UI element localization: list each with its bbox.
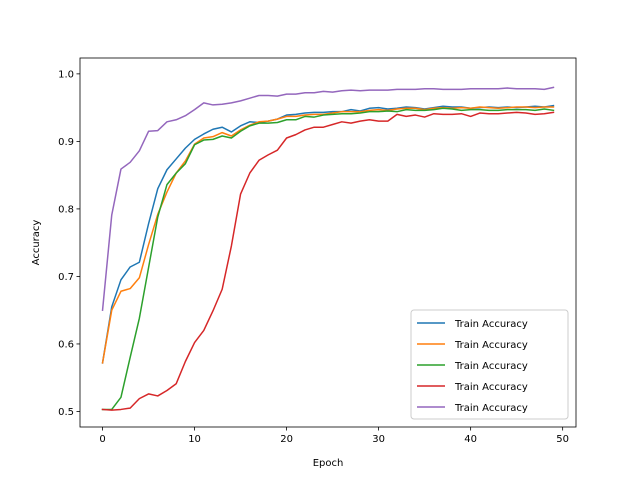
x-tick-label: 50 [556,434,569,445]
y-tick-label: 0.7 [58,272,74,283]
x-tick-label: 10 [188,434,201,445]
x-tick-label: 40 [464,434,477,445]
y-axis-label: Accuracy [31,220,42,266]
x-tick-label: 20 [280,434,293,445]
x-axis-label: Epoch [313,458,344,469]
y-tick-label: 0.9 [58,137,74,148]
y-tick-label: 1.0 [58,69,74,80]
x-tick-label: 30 [372,434,385,445]
series-line-5 [103,87,554,310]
y-axis-ticks: 0.5 0.6 0.7 0.8 0.9 1.0 [58,69,80,418]
legend-label-1: Train Accuracy [454,319,528,330]
legend-label-3: Train Accuracy [454,361,528,372]
x-axis-ticks: 0 10 20 30 40 50 [99,427,569,445]
y-tick-label: 0.8 [58,204,74,215]
legend-label-4: Train Accuracy [454,382,528,393]
legend: Train Accuracy Train Accuracy Train Accura… [411,310,568,419]
legend-label-2: Train Accuracy [454,340,528,351]
y-tick-label: 0.6 [58,339,74,350]
legend-label-5: Train Accuracy [454,403,528,414]
x-tick-label: 0 [99,434,105,445]
y-tick-label: 0.5 [58,407,74,418]
